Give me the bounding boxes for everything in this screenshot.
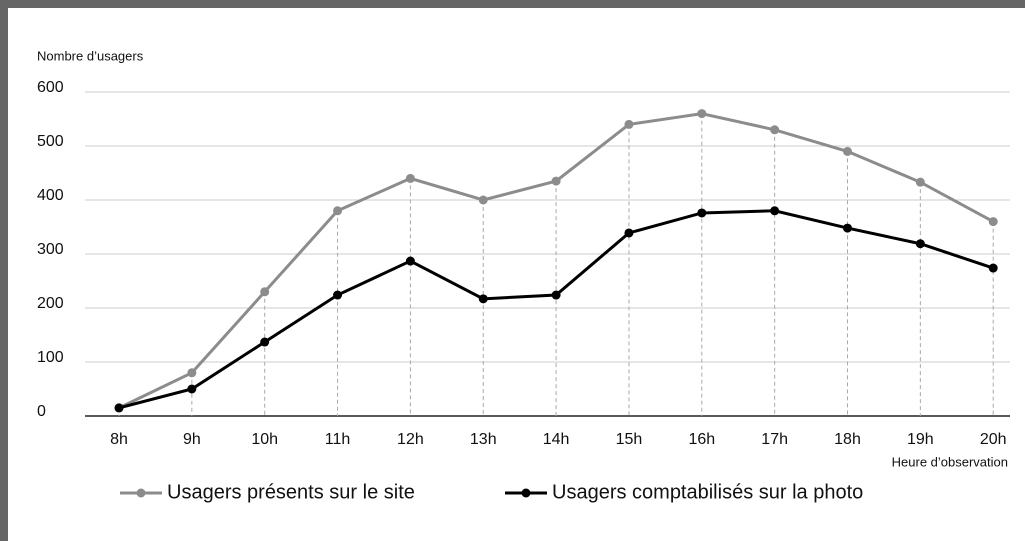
frame-left — [0, 0, 8, 541]
y-tick-label: 100 — [37, 349, 64, 366]
y-tick-label: 200 — [37, 295, 64, 312]
x-tick-label: 16h — [688, 431, 715, 448]
y-tick-label: 500 — [37, 133, 64, 150]
y-tick-label: 0 — [37, 403, 46, 420]
legend-marker — [521, 488, 531, 498]
x-tick-label: 11h — [325, 431, 351, 448]
y-tick-label: 600 — [37, 79, 64, 96]
point — [333, 206, 343, 216]
legend-label: Usagers présents sur le site — [167, 481, 415, 503]
point — [988, 217, 998, 227]
y-tick-label: 300 — [37, 241, 64, 258]
x-tick-label: 20h — [980, 431, 1007, 448]
x-tick-label: 13h — [470, 431, 497, 448]
x-tick-label: 8h — [110, 431, 128, 448]
x-tick-label: 18h — [834, 431, 861, 448]
point — [697, 109, 707, 119]
point — [770, 125, 780, 135]
point — [843, 146, 852, 156]
point — [624, 119, 634, 129]
point — [478, 294, 488, 304]
point — [405, 173, 415, 183]
point — [697, 208, 707, 218]
point — [624, 228, 634, 238]
x-tick-label: 15h — [616, 431, 643, 448]
x-tick-label: 17h — [761, 431, 788, 448]
y-axis-title: Nombre d’usagers — [37, 48, 144, 63]
legend-marker — [136, 488, 146, 498]
frame-top — [0, 0, 1025, 8]
x-tick-label: 12h — [397, 431, 424, 448]
y-tick-label: 400 — [37, 187, 64, 204]
point — [551, 290, 561, 300]
x-tick-label: 14h — [543, 431, 570, 448]
x-axis-title: Heure d’observation — [892, 454, 1008, 469]
point — [843, 223, 852, 233]
point — [187, 384, 197, 394]
x-tick-label: 19h — [907, 431, 934, 448]
point — [770, 206, 780, 216]
point — [260, 287, 270, 297]
point — [260, 337, 270, 347]
point — [333, 290, 343, 300]
point — [915, 177, 925, 187]
point — [114, 403, 124, 413]
point — [988, 263, 998, 273]
point — [551, 176, 561, 186]
x-tick-label: 9h — [183, 431, 201, 448]
legend-label: Usagers comptabilisés sur la photo — [552, 481, 863, 503]
point — [187, 368, 197, 378]
point — [405, 256, 415, 266]
x-tick-label: 10h — [251, 431, 278, 448]
point — [915, 239, 925, 249]
point — [478, 195, 488, 205]
